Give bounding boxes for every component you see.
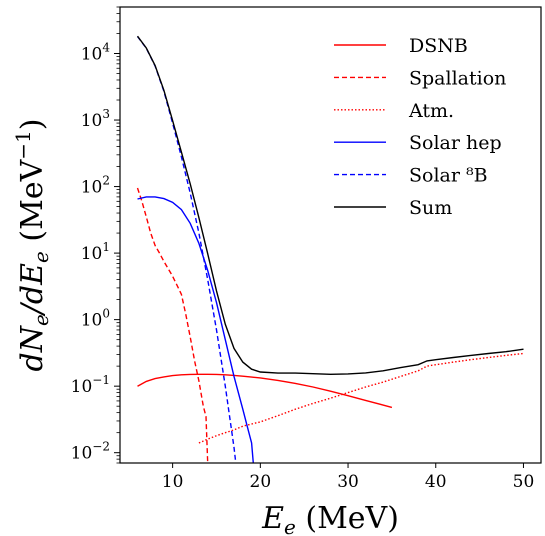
y-tick-label: 103 (81, 107, 110, 131)
y-tick-label: 104 (81, 41, 111, 65)
y-tick-label: 10−2 (71, 440, 110, 464)
legend-label: DSNB (409, 35, 468, 57)
plot-frame (119, 6, 542, 464)
y-tick-label: 100 (81, 307, 110, 331)
legend-label: Atm. (408, 100, 454, 122)
legend-label: Sum (409, 197, 452, 219)
legend-label: Solar hep (409, 132, 502, 154)
x-tick-label: 20 (250, 472, 272, 492)
y-tick-label: 101 (81, 240, 110, 264)
series-line-solar-hep (137, 196, 254, 463)
series-line-sum (136, 35, 524, 376)
series-line-dsnb (137, 373, 393, 409)
y-tick-label: 102 (81, 174, 110, 198)
legend: DSNB Spallation Atm. Solar hep Solar ⁸B Sum (334, 35, 506, 219)
plot-lines (136, 35, 524, 463)
series-line-atm- (198, 352, 524, 444)
x-tick-label: 30 (337, 472, 359, 492)
axes: 10 20 30 40 50 10−2 10−1 100 101 102 103 104 (71, 6, 535, 492)
x-axis-label: Ee (MeV) (261, 501, 399, 536)
x-tick-label: 10 (162, 472, 184, 492)
series-line-solar-b (136, 36, 237, 463)
y-tick-label: 10−1 (71, 373, 110, 397)
x-tick-label: 40 (425, 472, 447, 492)
legend-label: Solar ⁸B (409, 165, 488, 187)
legend-label: Spallation (409, 67, 506, 89)
y-axis-label: dNe/dEe (MeV−1) (11, 119, 53, 372)
x-tick-label: 50 (513, 472, 535, 492)
series-line-spallation (136, 187, 209, 463)
